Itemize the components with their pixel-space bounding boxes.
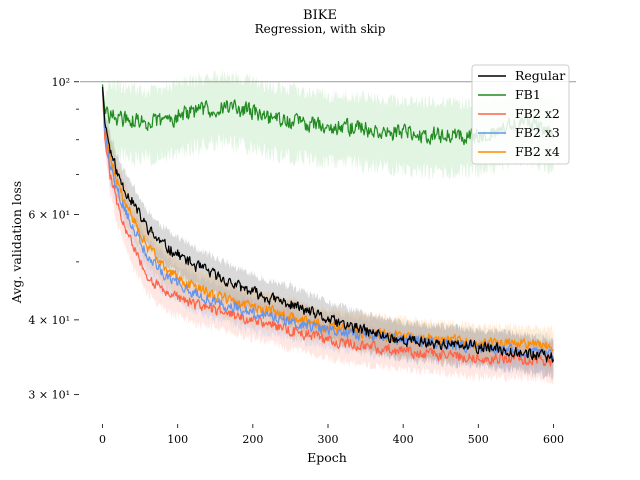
x-tick-label: 200 (242, 433, 263, 446)
legend-label: FB1 (515, 87, 541, 102)
y-tick-label: 3 × 10¹ (28, 389, 70, 402)
legend-label: FB2 x4 (515, 144, 560, 159)
y-tick-label: 6 × 10¹ (28, 209, 70, 222)
x-tick-label: 300 (318, 433, 339, 446)
legend-label: FB2 x2 (515, 106, 560, 121)
chart-subtitle: Regression, with skip (255, 22, 386, 36)
legend: Regular FB1 FB2 x2 FB2 x3 FB2 x4 (471, 64, 570, 165)
x-tick-label: 100 (167, 433, 188, 446)
band-fb1 (102, 67, 554, 181)
x-tick-label: 400 (393, 433, 414, 446)
y-tick-label: 4 × 10¹ (28, 314, 70, 327)
y-tick-label: 10² (52, 76, 70, 89)
line-regular (101, 86, 555, 363)
band-fb2-x3 (102, 89, 554, 378)
legend-frame (471, 64, 570, 165)
y-axis-label: Avg. validation loss (9, 181, 24, 304)
y-axis-ticks: 10² 6 × 10¹ 4 × 10¹ 3 × 10¹ (28, 76, 79, 402)
line-fb2-x2 (101, 92, 555, 367)
x-axis-ticks: 0 100 200 300 400 500 600 (99, 424, 564, 446)
x-tick-label: 500 (468, 433, 489, 446)
legend-label: Regular (515, 68, 565, 83)
line-fb2-x3 (101, 89, 555, 360)
legend-label: FB2 x3 (515, 125, 560, 140)
band-regular (102, 87, 554, 381)
x-tick-label: 0 (99, 433, 106, 446)
x-tick-label: 600 (543, 433, 564, 446)
x-axis-label: Epoch (307, 450, 347, 465)
chart-title: BIKE (303, 8, 337, 23)
